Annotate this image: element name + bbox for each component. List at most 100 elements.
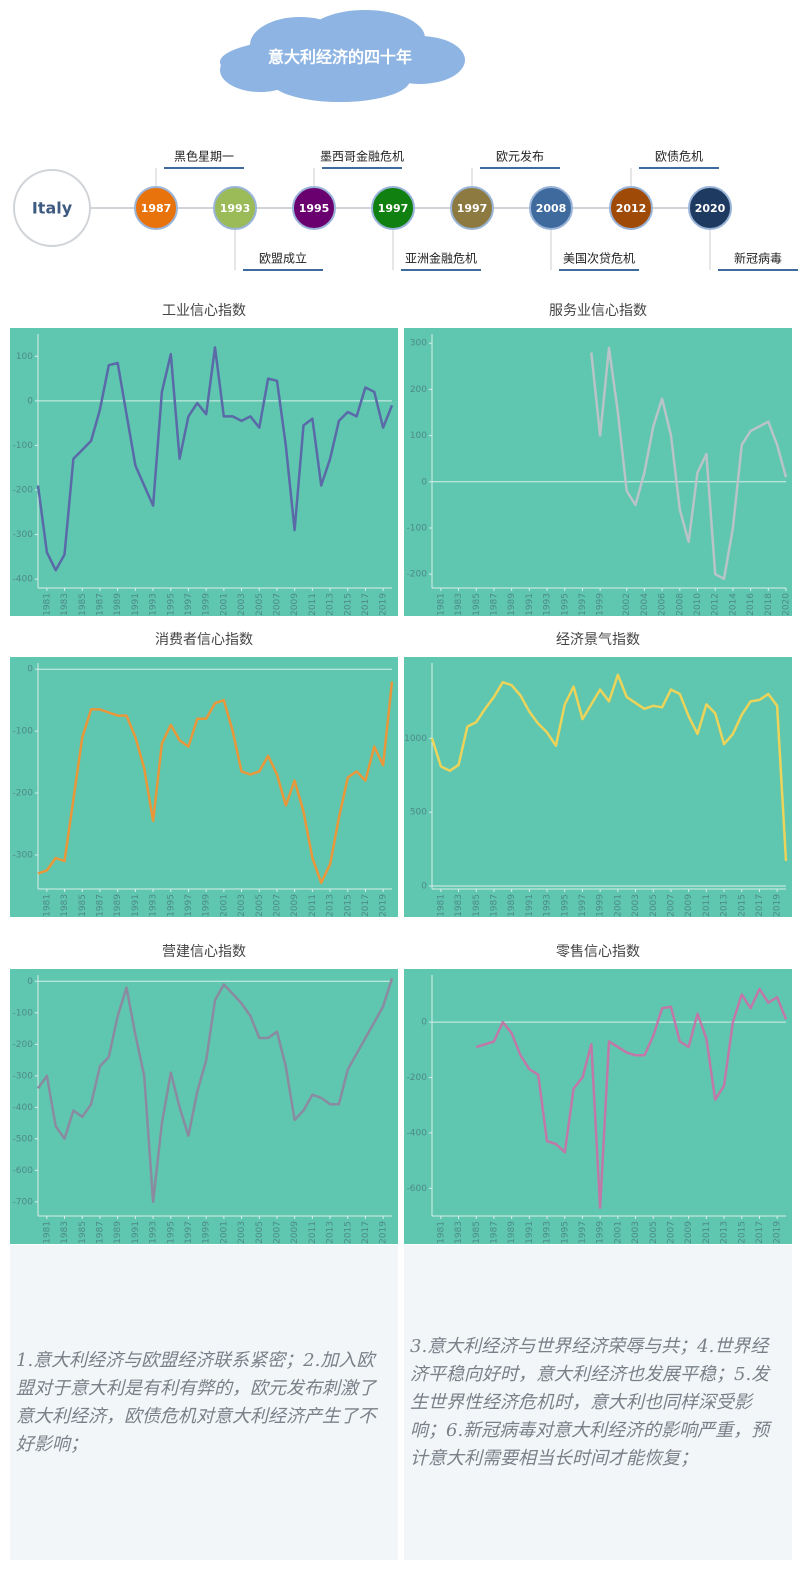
event-year: 1993 [220, 202, 251, 215]
chart: 工业信心指数 -400 -300 -200 -100 0 100 1981 1983 1985 19… [10, 303, 398, 616]
y-tick-label: -300 [13, 1071, 34, 1081]
x-tick-label: 2017 [755, 894, 765, 917]
y-tick-label: 0 [27, 665, 33, 675]
y-tick-label: 0 [421, 477, 427, 487]
plot-background [404, 657, 792, 917]
x-tick-label: 2003 [237, 894, 247, 917]
x-tick-label: 1981 [42, 894, 52, 917]
y-tick-label: -100 [13, 1008, 34, 1018]
event-label: 新冠病毒 [734, 251, 782, 266]
x-tick-label: 2015 [737, 894, 747, 917]
y-tick-label: 300 [410, 339, 427, 349]
x-tick-label: 1983 [454, 894, 464, 917]
x-tick-label: 2017 [755, 1221, 765, 1244]
chart-title: 零售信心指数 [556, 944, 640, 960]
y-tick-label: 100 [410, 431, 427, 441]
plot-background [10, 657, 398, 917]
x-tick-label: 2011 [308, 593, 318, 616]
x-tick-label: 2006 [658, 593, 668, 616]
x-tick-label: 1989 [507, 1221, 517, 1244]
x-tick-label: 2017 [361, 894, 371, 917]
data-line [590, 346, 788, 581]
x-tick-label: 1991 [525, 593, 535, 616]
plot-background [404, 969, 792, 1244]
x-tick-label: 2019 [379, 593, 389, 616]
x-tick-label: 1993 [543, 1221, 553, 1244]
y-tick-label: -400 [13, 1103, 34, 1113]
x-tick-label: 1995 [560, 894, 570, 917]
x-tick-label: 1991 [525, 1221, 535, 1244]
y-tick-label: -500 [13, 1134, 34, 1144]
x-tick-label: 2011 [702, 1221, 712, 1244]
event-year: 1987 [141, 202, 172, 215]
x-tick-label: 1983 [60, 1221, 70, 1244]
x-tick-label: 1981 [436, 1221, 446, 1244]
event-label: 欧元发布 [496, 149, 544, 164]
y-tick-label: 200 [410, 385, 427, 395]
event-node [371, 186, 415, 230]
y-tick-label: 0 [421, 1018, 427, 1028]
x-tick-label: 1983 [60, 593, 70, 616]
x-tick-label: 2005 [255, 894, 265, 917]
x-tick-label: 1997 [184, 593, 194, 616]
x-tick-label: 2010 [693, 593, 703, 616]
x-tick-label: 1997 [578, 1221, 588, 1244]
x-tick-label: 2007 [666, 1221, 676, 1244]
x-tick-label: 2015 [343, 1221, 353, 1244]
x-tick-label: 2003 [631, 894, 641, 917]
plot-background [10, 328, 398, 616]
x-tick-label: 2013 [326, 1221, 336, 1244]
y-tick-label: -300 [13, 530, 34, 540]
x-tick-label: 2013 [326, 593, 336, 616]
x-tick-label: 2002 [622, 593, 632, 616]
x-tick-label: 1981 [436, 593, 446, 616]
x-tick-label: 1981 [42, 593, 52, 616]
data-line [37, 681, 394, 885]
x-tick-label: 2016 [746, 593, 756, 616]
event-year: 2020 [695, 202, 726, 215]
x-tick-label: 1999 [596, 1221, 606, 1244]
x-tick-label: 1991 [131, 894, 141, 917]
x-tick-label: 1999 [202, 894, 212, 917]
y-tick-label: 1000 [404, 734, 427, 744]
y-tick-label: 500 [410, 808, 427, 818]
data-line [36, 977, 394, 1204]
event-year: 2008 [536, 202, 567, 215]
event-year: 1995 [299, 202, 330, 215]
event-node [213, 186, 257, 230]
x-tick-label: 2005 [649, 1221, 659, 1244]
x-tick-label: 2012 [711, 593, 721, 616]
x-tick-label: 1987 [95, 593, 105, 616]
x-tick-label: 1987 [489, 894, 499, 917]
x-tick-label: 2005 [255, 1221, 265, 1244]
x-tick-label: 2007 [272, 1221, 282, 1244]
x-tick-label: 1989 [507, 593, 517, 616]
y-tick-label: -700 [13, 1197, 34, 1207]
x-tick-label: 1985 [472, 593, 482, 616]
x-tick-label: 1999 [596, 894, 606, 917]
plot-background [10, 969, 398, 1244]
x-tick-label: 1997 [578, 894, 588, 917]
x-tick-label: 1981 [42, 1221, 52, 1244]
charts: 意大利经济的四十年 Italy 黑色星期一 1987 欧盟成立 1993 墨西哥金融危机… [10, 10, 798, 1244]
x-tick-label: 2011 [308, 894, 318, 917]
chart: 营建信心指数 -700 -600 -500 -400 -300 -200 -100 0 1981 1… [10, 944, 398, 1244]
x-tick-label: 2020 [782, 593, 792, 616]
y-tick-label: -600 [13, 1166, 34, 1176]
x-tick-label: 2004 [640, 593, 650, 616]
plot-background [404, 328, 792, 616]
y-tick-label: 0 [421, 882, 427, 892]
x-tick-label: 2007 [272, 593, 282, 616]
y-tick-label: -200 [13, 485, 34, 495]
x-tick-label: 1997 [184, 894, 194, 917]
y-tick-label: -400 [13, 575, 34, 585]
x-tick-label: 2003 [237, 1221, 247, 1244]
event-node [529, 186, 573, 230]
x-tick-label: 2003 [237, 593, 247, 616]
x-tick-label: 1985 [472, 894, 482, 917]
x-tick-label: 1995 [166, 1221, 176, 1244]
event-node [450, 186, 494, 230]
page-title: 意大利经济的四十年 [268, 48, 412, 67]
x-tick-label: 1983 [60, 894, 70, 917]
x-tick-label: 2013 [720, 1221, 730, 1244]
